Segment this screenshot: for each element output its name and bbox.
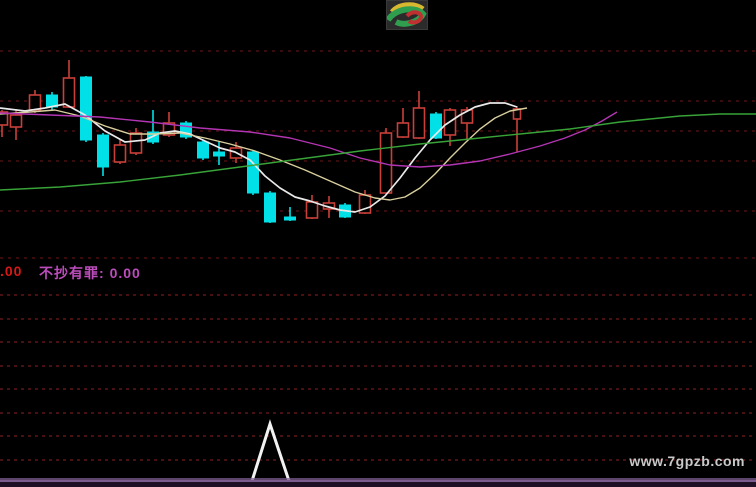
candle-body-up (305, 201, 319, 219)
candle-body-up (129, 132, 143, 154)
candle-body-down (284, 216, 296, 221)
indicator-left-value: .00 (0, 263, 23, 279)
candle-body-down (180, 122, 192, 138)
candle-body-down (97, 134, 109, 168)
candle-body-up (460, 109, 474, 124)
swirl-logo-icon (387, 2, 427, 27)
indicator-name-value: 不抄有罪: 0.00 (39, 263, 141, 283)
candle-body-up (512, 108, 522, 120)
candle-body-down (430, 113, 442, 139)
candle-body-down (80, 76, 92, 141)
ma-fast-white (0, 102, 518, 213)
signal-spike-triangle (250, 419, 291, 482)
candle-body-down (197, 141, 209, 159)
candle-body-up (412, 107, 426, 139)
candle-body-up (162, 122, 176, 136)
candle-body-up (0, 111, 9, 126)
bottom-separator-bar (0, 480, 756, 487)
candle-body-up (396, 122, 410, 138)
watermark-url: www.7gpzb.com (629, 453, 745, 469)
indicator-value: 0.00 (109, 265, 141, 281)
candle-body-up (113, 144, 127, 163)
candle-body-up (9, 114, 23, 128)
candle-body-down (213, 151, 225, 157)
ma-slow-magenta (0, 111, 618, 168)
candle-body-up (28, 94, 42, 111)
candle-body-up (62, 77, 76, 108)
candle-body-down (264, 192, 276, 223)
site-logo (386, 0, 428, 30)
indicator-name: 不抄有罪: (39, 265, 105, 281)
indicator-header: .00 不抄有罪: 0.00 (0, 263, 756, 281)
ma-long-green (0, 113, 756, 191)
candle-body-down (247, 151, 259, 194)
ma-mid-yellow (0, 107, 528, 201)
